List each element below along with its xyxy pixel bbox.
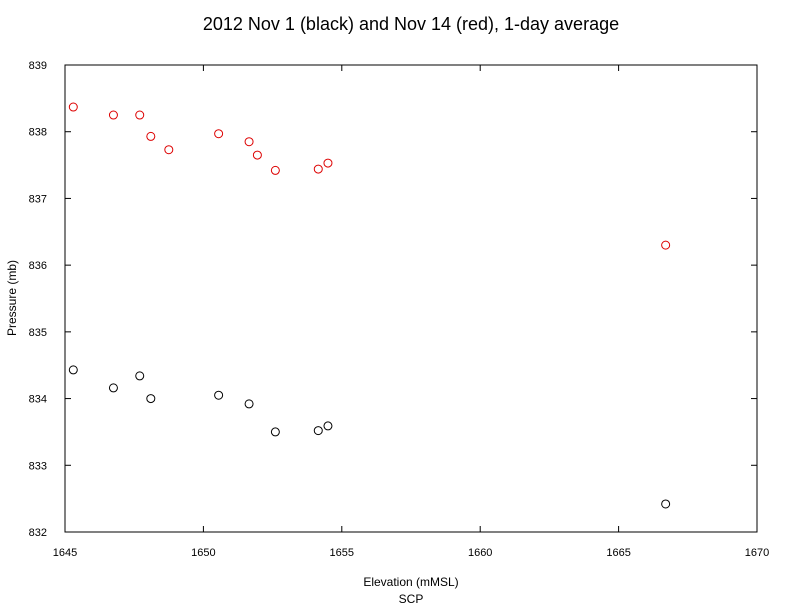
data-point-red xyxy=(661,240,671,250)
data-point-black xyxy=(135,371,145,381)
data-point-red xyxy=(323,158,333,168)
plot-frame xyxy=(64,64,758,533)
data-point-black xyxy=(661,499,671,509)
data-point-red xyxy=(135,110,145,120)
x-tick-label: 1650 xyxy=(191,547,215,559)
data-point-black xyxy=(146,394,156,404)
y-tick-label: 835 xyxy=(29,327,47,339)
data-point-red xyxy=(313,164,323,174)
chart-title: 2012 Nov 1 (black) and Nov 14 (red), 1-d… xyxy=(203,14,619,34)
data-points xyxy=(68,102,671,509)
x-tick-label: 1645 xyxy=(53,547,77,559)
y-axis: 832 833 834 835 836 837 838 839 xyxy=(29,60,757,539)
data-point-black xyxy=(244,399,254,409)
y-tick-label: 833 xyxy=(29,460,47,472)
data-point-black xyxy=(108,383,118,393)
x-axis: 1645 1650 1655 1660 1665 1670 xyxy=(53,65,769,559)
data-point-red xyxy=(68,102,78,112)
y-tick-label: 837 xyxy=(29,193,47,205)
x-axis-label: Elevation (mMSL) xyxy=(363,575,458,589)
data-point-black xyxy=(270,427,280,437)
x-tick-label: 1660 xyxy=(468,547,492,559)
data-point-red xyxy=(244,137,254,147)
data-point-black xyxy=(313,426,323,436)
data-point-black xyxy=(214,390,224,400)
data-point-red xyxy=(214,129,224,139)
data-point-red xyxy=(164,145,174,155)
y-axis-label: Pressure (mb) xyxy=(5,260,19,336)
data-point-black xyxy=(68,365,78,375)
data-point-black xyxy=(323,421,333,431)
y-tick-label: 839 xyxy=(29,60,47,72)
x-tick-label: 1665 xyxy=(606,547,630,559)
y-tick-label: 838 xyxy=(29,127,47,139)
x-axis-sublabel: SCP xyxy=(399,592,424,606)
y-tick-label: 832 xyxy=(29,527,47,539)
y-tick-label: 836 xyxy=(29,260,47,272)
data-point-red xyxy=(108,110,118,120)
y-tick-label: 834 xyxy=(29,394,47,406)
data-point-red xyxy=(252,150,262,160)
data-point-red xyxy=(270,165,280,175)
x-tick-label: 1670 xyxy=(745,547,769,559)
data-point-red xyxy=(146,131,156,141)
x-tick-label: 1655 xyxy=(330,547,354,559)
